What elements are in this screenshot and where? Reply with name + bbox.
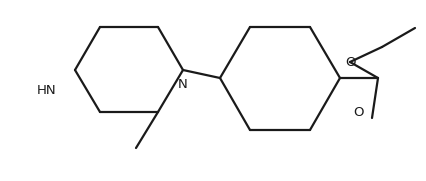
Text: O: O	[353, 106, 363, 119]
Text: O: O	[345, 56, 355, 68]
Text: N: N	[178, 77, 188, 90]
Text: HN: HN	[37, 83, 57, 96]
